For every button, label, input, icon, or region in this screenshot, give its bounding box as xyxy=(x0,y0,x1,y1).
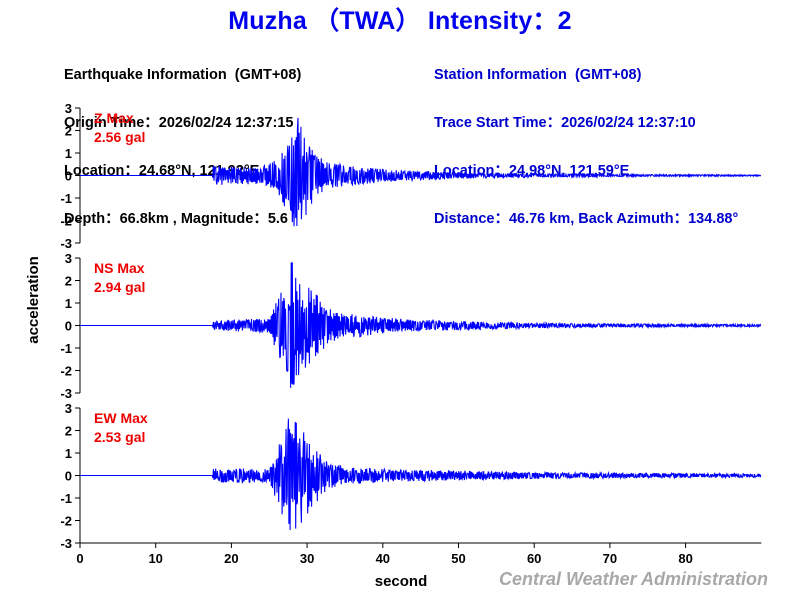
component-max-value: 2.56 gal xyxy=(94,129,145,145)
component-max-label: NS Max xyxy=(94,260,145,276)
y-tick-label: -2 xyxy=(60,214,72,229)
y-tick-label: 1 xyxy=(65,146,72,161)
component-max-value: 2.53 gal xyxy=(94,429,145,445)
x-tick-label: 10 xyxy=(148,551,162,566)
y-tick-label: 3 xyxy=(65,401,72,416)
y-tick-label: 2 xyxy=(65,124,72,139)
component-max-value: 2.94 gal xyxy=(94,279,145,295)
x-tick-label: 40 xyxy=(376,551,390,566)
x-axis: 0 10 20 30 40 50 60 70 80 xyxy=(76,542,762,566)
page-title: Muzha （TWA） Intensity：2 xyxy=(228,7,572,35)
station-info-heading: Station Information (GMT+08) xyxy=(434,67,642,83)
y-tick-label: 0 xyxy=(65,319,72,334)
y-tick-label: -3 xyxy=(60,236,72,251)
panel-z: 3 2 1 0 -1 -2 -3 Z Max 2.56 gal xyxy=(60,101,762,251)
waveform-trace-z xyxy=(80,117,762,227)
depth-magnitude: Depth：66.8km , Magnitude：5.6 xyxy=(64,211,288,227)
component-max-label: EW Max xyxy=(94,410,148,426)
panel-ns: 3 2 1 0 -1 -2 -3 NS Max 2.94 gal xyxy=(60,251,762,401)
component-max-label: Z Max xyxy=(94,110,134,126)
y-tick-label: 0 xyxy=(65,469,72,484)
station-info-block: Station Information (GMT+08) Trace Start… xyxy=(434,35,738,243)
waveform-trace-ew xyxy=(80,418,762,531)
x-tick-label: 30 xyxy=(300,551,314,566)
x-tick-label: 0 xyxy=(76,551,83,566)
x-axis-title: second xyxy=(375,573,428,590)
y-axis-title: acceleration xyxy=(25,256,42,344)
y-tick-label: 2 xyxy=(65,274,72,289)
agency-credit: Central Weather Administration xyxy=(498,569,768,589)
x-tick-label: 20 xyxy=(224,551,238,566)
y-tick-label: -2 xyxy=(60,514,72,529)
y-tick-label: 3 xyxy=(65,101,72,116)
trace-start-time: Trace Start Time：2026/02/24 12:37:10 xyxy=(434,115,696,131)
y-tick-label: 1 xyxy=(65,446,72,461)
y-tick-label: -1 xyxy=(60,191,72,206)
panel-ew: 3 2 1 0 -1 -2 -3 EW Max 2.53 gal xyxy=(60,401,762,551)
y-tick-label: -3 xyxy=(60,536,72,551)
distance-azimuth: Distance：46.76 km, Back Azimuth：134.88° xyxy=(434,211,739,227)
y-tick-label: 2 xyxy=(65,424,72,439)
x-tick-label: 80 xyxy=(678,551,692,566)
x-tick-label: 70 xyxy=(603,551,617,566)
y-tick-label: 3 xyxy=(65,251,72,266)
origin-time: Origin Time：2026/02/24 12:37:15 xyxy=(64,115,294,131)
x-tick-label: 60 xyxy=(527,551,541,566)
y-tick-label: 0 xyxy=(65,169,72,184)
y-tick-label: -2 xyxy=(60,364,72,379)
earthquake-info-block: Earthquake Information (GMT+08) Origin T… xyxy=(64,35,301,243)
y-tick-label: 1 xyxy=(65,296,72,311)
x-tick-label: 50 xyxy=(451,551,465,566)
y-tick-label: -3 xyxy=(60,386,72,401)
earthquake-info-heading: Earthquake Information (GMT+08) xyxy=(64,67,302,83)
y-tick-label: -1 xyxy=(60,491,72,506)
waveform-trace-ns xyxy=(80,262,762,388)
y-tick-label: -1 xyxy=(60,341,72,356)
